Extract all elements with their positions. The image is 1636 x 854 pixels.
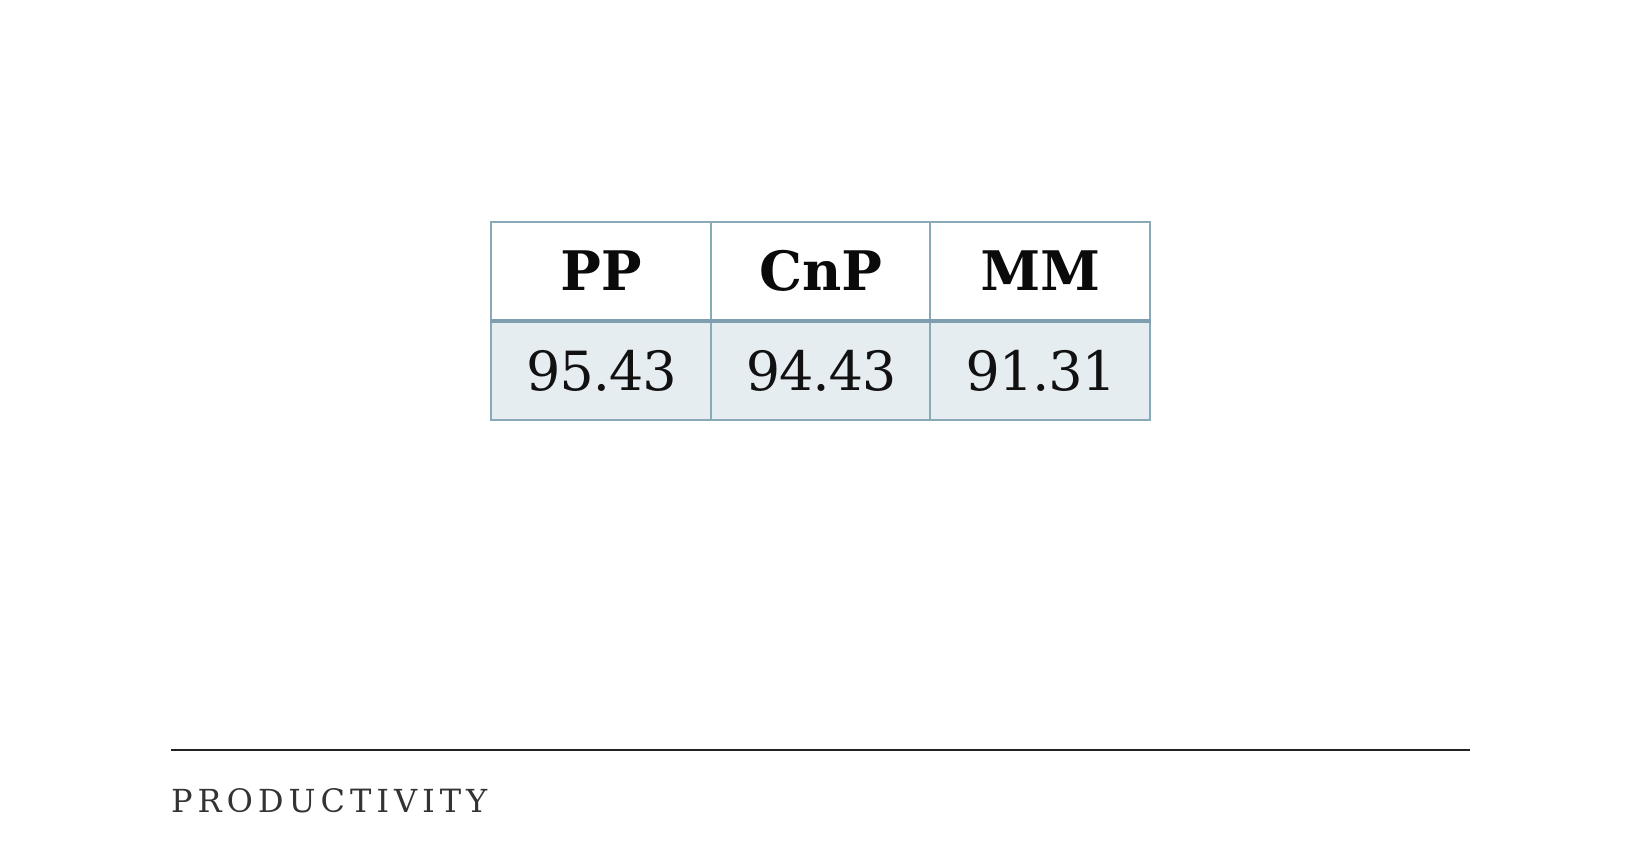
- value-row: 95.43 94.43 91.31: [490, 320, 1151, 421]
- value-cell-pp: 95.43: [490, 320, 712, 421]
- score-table: PP CnP MM 95.43 94.43 91.31: [490, 221, 1151, 421]
- header-cell-mm: MM: [929, 221, 1151, 323]
- value-cell-mm: 91.31: [929, 320, 1151, 421]
- score-table-head: PP CnP MM: [490, 221, 1151, 323]
- footer-section-label: PRODUCTIVITY: [171, 782, 493, 820]
- header-row: PP CnP MM: [490, 221, 1151, 323]
- score-table-body: 95.43 94.43 91.31: [490, 320, 1151, 421]
- header-cell-pp: PP: [490, 221, 712, 323]
- value-cell-cnp: 94.43: [709, 320, 932, 421]
- footer-divider: [171, 749, 1470, 751]
- header-cell-cnp: CnP: [709, 221, 932, 323]
